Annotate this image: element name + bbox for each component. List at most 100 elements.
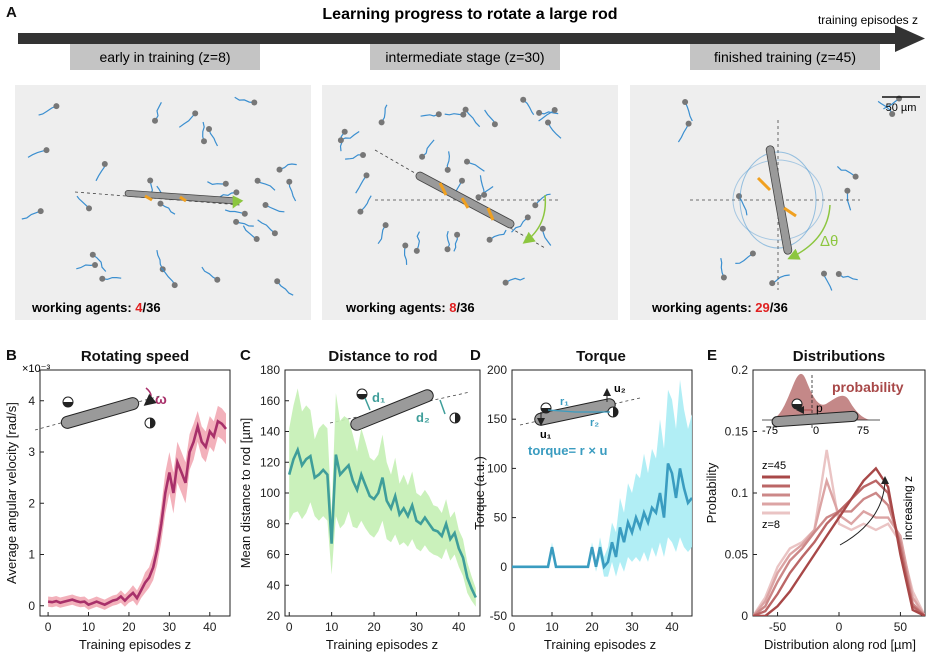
chart-e-inset-tick-pos: 75 (857, 425, 869, 437)
distribution-line (753, 466, 925, 616)
panel-letter-d: D (470, 347, 481, 364)
x-tick-label: 10 (82, 620, 96, 634)
y-tick-label: 50 (494, 511, 508, 525)
agent-trail (235, 221, 254, 227)
agent-trail (201, 266, 218, 281)
chart-c-inset-d1: d₁ (372, 390, 385, 405)
chart-d-xlabel: Training episodes z (544, 637, 656, 652)
agent (274, 278, 281, 285)
agent-trail (92, 254, 107, 272)
chart-e-inset (762, 373, 880, 428)
y-tick-label: 140 (260, 425, 280, 439)
x-tick-label: 30 (625, 620, 639, 634)
agent (419, 153, 426, 160)
agent-trail (355, 175, 367, 194)
chart-d-inset-r2: r₂ (590, 417, 599, 429)
stage-label-box-intermediate (370, 44, 560, 70)
chart-e-xlabel: Distribution along rod [µm] (764, 637, 916, 652)
agent-trail (359, 195, 372, 213)
agent (233, 189, 240, 196)
agent (475, 194, 482, 201)
agent-trail (538, 111, 559, 115)
agent (736, 193, 742, 200)
agent-trail (208, 128, 219, 147)
agent (852, 173, 859, 180)
agent-trail (257, 219, 276, 234)
agent (486, 236, 493, 243)
agent (147, 177, 154, 184)
agent (413, 247, 420, 254)
x-tick-label: 50 (894, 620, 908, 634)
agent (889, 111, 896, 117)
chart-e-ylabel: Probability (704, 462, 719, 523)
agent-trail (288, 181, 297, 202)
agent-trail (836, 165, 856, 178)
agent-trail (511, 216, 529, 233)
y-tick-label: 20 (267, 609, 281, 623)
chart-d-inset (519, 388, 641, 426)
agent (749, 250, 756, 257)
agent (502, 279, 509, 286)
panel-letter-b: B (6, 347, 17, 364)
agent-trail (489, 229, 507, 241)
y-tick-label: 200 (487, 363, 507, 377)
chart-e-legend-top: z=45 (762, 460, 786, 472)
agent (491, 121, 498, 128)
agent (720, 274, 727, 281)
agent (520, 96, 527, 103)
agent (682, 99, 689, 105)
agent (214, 276, 221, 283)
figure-title: Learning progress to rotate a large rod (322, 6, 617, 23)
agent-trail (276, 280, 294, 296)
agent (271, 230, 278, 237)
chart-c-ylabel: Mean distance to rod [µm] (238, 418, 253, 569)
agent-trail (202, 121, 205, 142)
x-tick-label: 30 (163, 620, 177, 634)
y-tick-label: 4 (28, 394, 35, 408)
agent (460, 111, 467, 118)
agent (192, 110, 199, 117)
agent-trail (465, 109, 481, 128)
stage-label-intermediate: intermediate stage (z=30) (385, 49, 544, 65)
plot-frame (39, 369, 231, 617)
y-tick-label: 60 (267, 548, 281, 562)
working-count-intermediate: 8 (449, 300, 456, 315)
agent (545, 119, 551, 126)
agent (43, 147, 50, 154)
agent (835, 271, 842, 277)
agent (435, 111, 442, 118)
panel-letter-e: E (707, 347, 717, 364)
chart-d-inset-u1: u₁ (540, 429, 552, 441)
y-tick-label: 100 (260, 486, 280, 500)
y-tick-label: 0.1 (731, 486, 748, 500)
distance-band (289, 388, 476, 607)
agent-trail (377, 224, 387, 245)
y-tick-label: 2 (28, 496, 35, 510)
stage-label-box-finished (690, 44, 880, 70)
training-arrow (18, 25, 925, 52)
x-tick-label: 20 (367, 620, 381, 634)
agent-trail (279, 163, 297, 171)
agent-trail (340, 131, 360, 141)
agent (539, 225, 546, 232)
y-tick-label: 80 (267, 517, 281, 531)
chart-d-inset-formula: torque= r × u (528, 443, 608, 458)
x-tick-label: 10 (545, 620, 559, 634)
y-tick-label: 180 (260, 363, 280, 377)
y-tick-label: 40 (267, 578, 281, 592)
distance-line (287, 446, 477, 599)
chart-d-title: Torque (576, 348, 626, 365)
chart-c-inset (329, 388, 471, 431)
chart-e-inset-label: probability (832, 379, 904, 395)
agent (222, 180, 229, 187)
agent-trail (684, 101, 693, 122)
speed-line (47, 419, 228, 607)
y-tick-label: 120 (260, 455, 280, 469)
agent-trail (735, 253, 754, 264)
chart-b-inset-omega: ω (155, 391, 167, 407)
agent (233, 218, 240, 225)
agent (251, 99, 258, 106)
agent-trail (102, 277, 122, 281)
agent-trail (446, 230, 451, 250)
agent (171, 282, 178, 289)
